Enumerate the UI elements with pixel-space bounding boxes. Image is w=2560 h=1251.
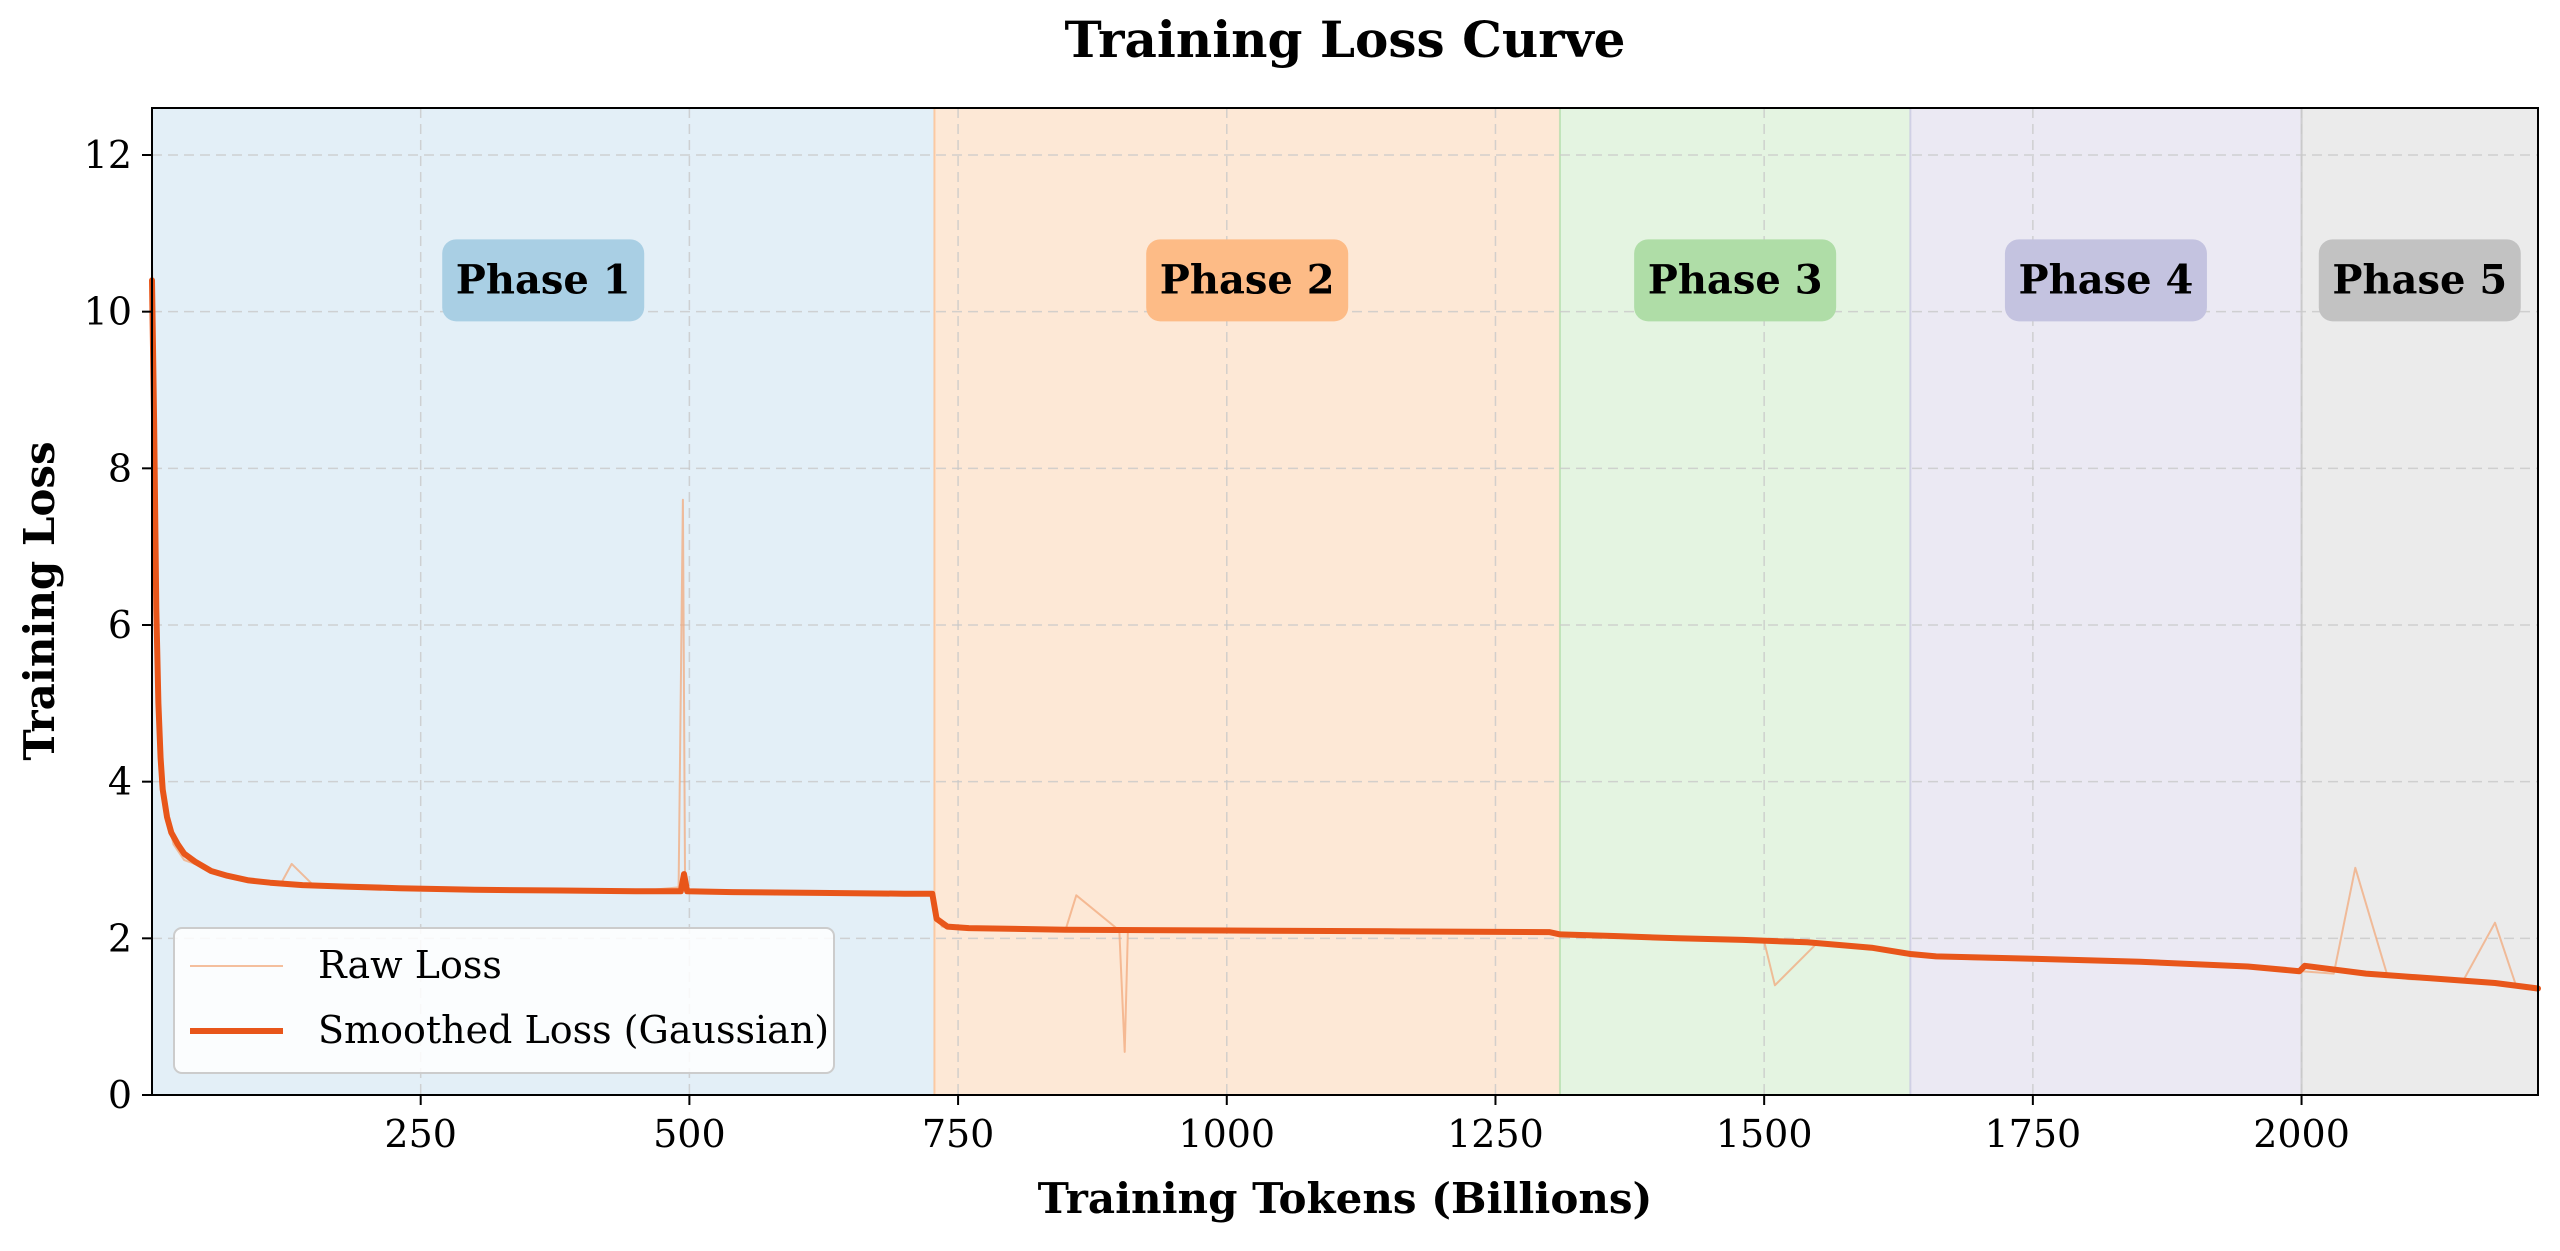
x-axis-ticks: 250 500 750 1000 1250 1500 1750 2000 [384,1095,2350,1156]
phase-label-1: Phase 1 [456,256,631,303]
x-tick-label-250: 250 [384,1112,457,1156]
smoothed-loss-line [149,277,2541,992]
phase-badge-1 [442,239,645,322]
x-tick-label-750: 750 [922,1112,995,1156]
phase-badge-3 [1634,239,1837,322]
phase-badge-2 [1146,239,1349,322]
y-tick-label-12: 12 [84,133,132,177]
chart-title: Training Loss Curve [1065,10,1626,69]
x-tick-label-2000: 2000 [2253,1112,2350,1156]
phase-label-4: Phase 4 [2019,256,2194,303]
phase-badge-4 [2004,239,2207,322]
x-axis-label: Training Tokens (Billions) [1038,1174,1653,1223]
x-tick-label-1250: 1250 [1447,1112,1544,1156]
legend-raw-label: Raw Loss [318,943,502,987]
y-tick-label-6: 6 [108,603,132,647]
phase-badges: Phase 1 Phase 2 Phase 3 Phase 4 Phase 5 [442,239,2521,322]
legend: Raw Loss Smoothed Loss (Gaussian) [173,927,835,1074]
x-tick-label-1000: 1000 [1178,1112,1275,1156]
x-tick-label-1750: 1750 [1984,1112,2081,1156]
legend-box [173,927,835,1074]
phase-label-2: Phase 2 [1160,256,1335,303]
y-axis-ticks: 0 2 4 6 8 10 12 [84,133,152,1117]
y-tick-label-4: 4 [108,760,132,804]
legend-smoothed-label: Smoothed Loss (Gaussian) [318,1008,829,1052]
y-tick-label-2: 2 [108,916,132,960]
phase-bands [152,108,2538,1095]
y-tick-label-10: 10 [84,290,132,334]
y-tick-label-8: 8 [108,446,132,490]
y-axis-label: Training Loss [15,441,64,760]
phase-label-5: Phase 5 [2332,256,2507,303]
plot-frame [151,107,2539,1096]
x-tick-label-500: 500 [653,1112,726,1156]
y-tick-label-0: 0 [108,1073,132,1117]
x-tick-label-1500: 1500 [1716,1112,1813,1156]
smoothed-loss-series [149,277,2541,992]
phase-badge-5 [2318,239,2521,322]
phase-label-3: Phase 3 [1648,256,1823,303]
